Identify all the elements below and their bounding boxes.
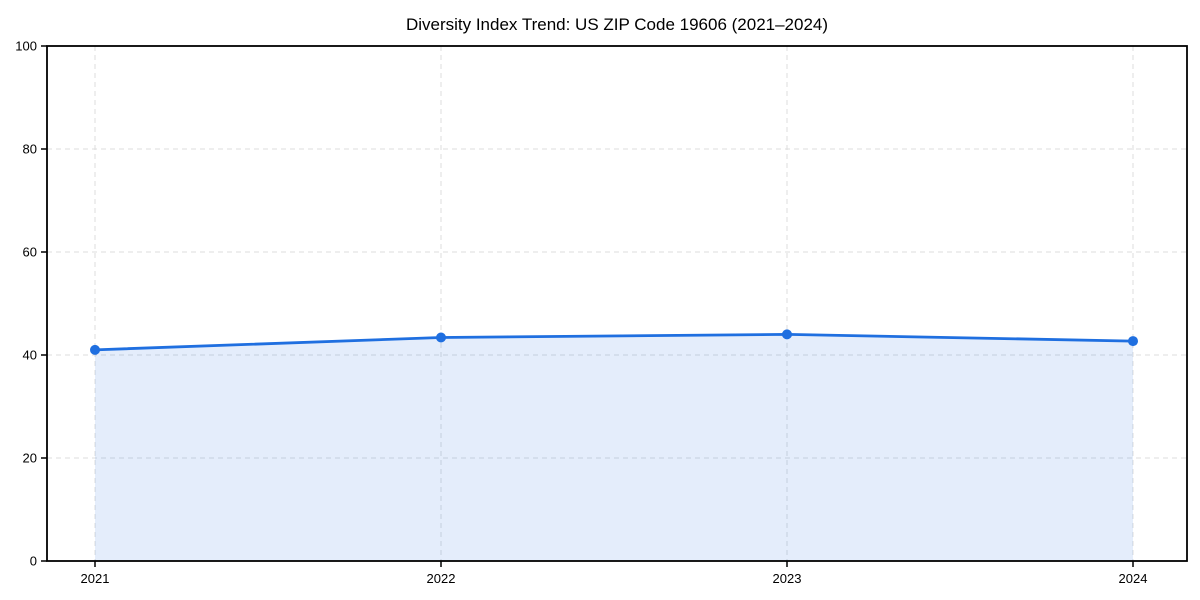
frame-layer — [46, 45, 1188, 562]
x-tick-label: 2023 — [773, 571, 802, 586]
series-layer — [90, 329, 1138, 561]
chart-title: Diversity Index Trend: US ZIP Code 19606… — [406, 15, 828, 34]
plot-border — [46, 45, 1188, 562]
x-tick-label: 2024 — [1119, 571, 1148, 586]
data-point — [1128, 336, 1138, 347]
data-point — [436, 332, 446, 343]
y-tick-label: 100 — [15, 39, 37, 54]
y-tick-label: 40 — [23, 348, 37, 363]
data-point — [782, 329, 792, 340]
data-point — [90, 344, 100, 355]
tick-layer: 0 20 40 60 80 100 2021 2022 2023 2024 — [15, 39, 1147, 587]
y-tick-label: 0 — [30, 554, 37, 569]
x-tick-label: 2021 — [81, 571, 110, 586]
y-tick-label: 20 — [23, 451, 37, 466]
x-tick-label: 2022 — [427, 571, 456, 586]
y-tick-label: 60 — [23, 245, 37, 260]
area-fill — [95, 334, 1133, 561]
trend-line — [93, 332, 1135, 352]
y-tick-label: 80 — [23, 142, 37, 157]
